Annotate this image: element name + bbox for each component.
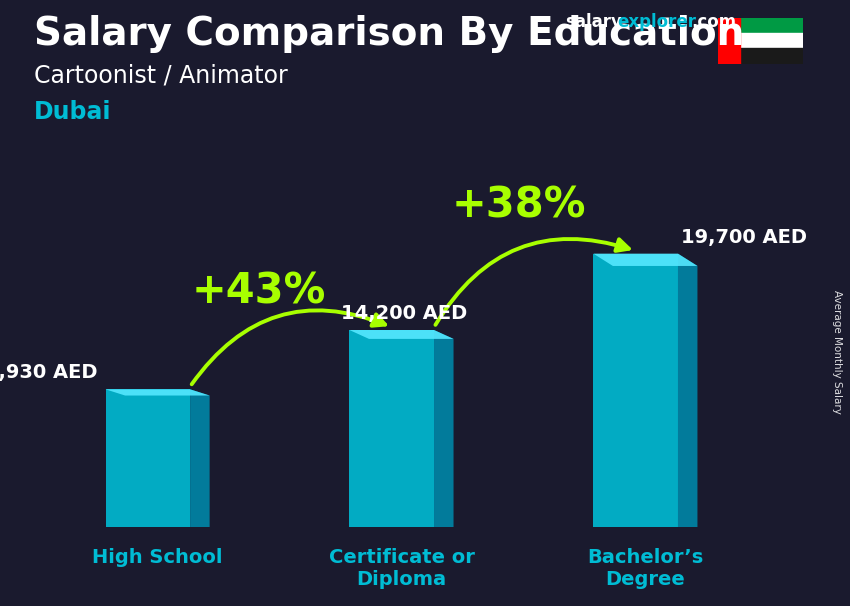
Polygon shape bbox=[349, 330, 434, 527]
Polygon shape bbox=[593, 254, 678, 527]
Bar bbox=[718, 18, 803, 33]
Text: 14,200 AED: 14,200 AED bbox=[342, 304, 468, 323]
Text: Certificate or
Diploma: Certificate or Diploma bbox=[329, 548, 474, 589]
Polygon shape bbox=[434, 330, 454, 527]
Text: .com: .com bbox=[691, 13, 736, 32]
Text: Salary Comparison By Education: Salary Comparison By Education bbox=[34, 15, 745, 53]
Bar bbox=[718, 18, 740, 64]
Polygon shape bbox=[349, 330, 454, 339]
Bar bbox=[718, 33, 803, 48]
Bar bbox=[718, 48, 803, 64]
Polygon shape bbox=[105, 389, 210, 396]
Text: Dubai: Dubai bbox=[34, 100, 111, 124]
Text: +43%: +43% bbox=[191, 270, 326, 312]
Text: Bachelor’s
Degree: Bachelor’s Degree bbox=[587, 548, 704, 589]
Text: Average Monthly Salary: Average Monthly Salary bbox=[832, 290, 842, 413]
Polygon shape bbox=[105, 389, 190, 527]
Text: +38%: +38% bbox=[451, 184, 586, 226]
Polygon shape bbox=[678, 254, 698, 527]
Text: Cartoonist / Animator: Cartoonist / Animator bbox=[34, 64, 288, 88]
Polygon shape bbox=[190, 389, 210, 527]
Text: salary: salary bbox=[565, 13, 622, 32]
Text: explorer: explorer bbox=[617, 13, 696, 32]
Polygon shape bbox=[593, 254, 698, 266]
Text: 19,700 AED: 19,700 AED bbox=[681, 228, 808, 247]
Text: High School: High School bbox=[93, 548, 223, 567]
Text: 9,930 AED: 9,930 AED bbox=[0, 364, 98, 382]
